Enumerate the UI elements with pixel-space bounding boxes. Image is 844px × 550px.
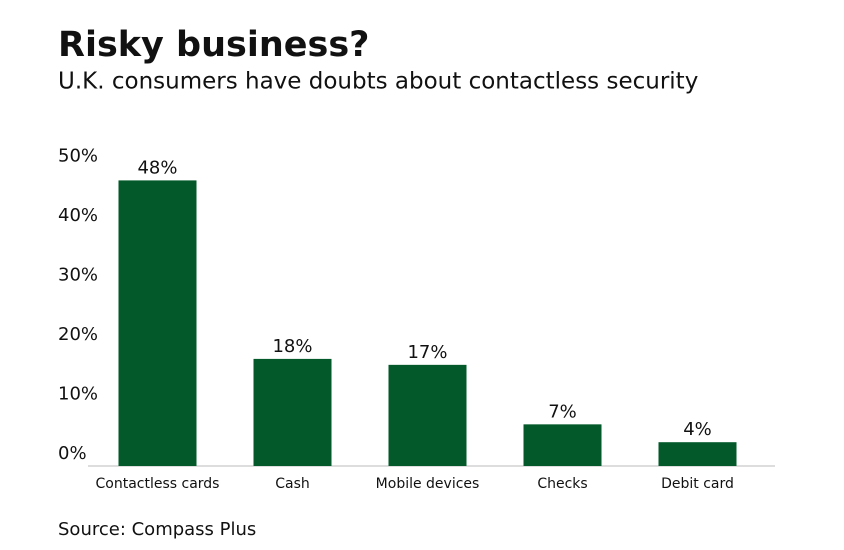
bar	[523, 424, 602, 466]
y-tick-label: 40%	[58, 205, 98, 226]
bar	[658, 442, 737, 466]
y-tick-label: 10%	[58, 384, 98, 405]
value-label: 4%	[683, 419, 712, 440]
value-label: 17%	[407, 342, 447, 363]
source: Source: Compass Plus	[58, 519, 256, 540]
value-label: 7%	[548, 401, 577, 422]
value-label: 18%	[272, 336, 312, 357]
bar	[253, 358, 332, 466]
y-tick-label: 30%	[58, 265, 98, 286]
x-tick-label: Mobile devices	[376, 476, 480, 492]
x-tick-label: Checks	[537, 476, 587, 492]
x-tick-label: Debit card	[661, 476, 734, 492]
value-label: 48%	[137, 157, 177, 178]
x-tick-label: Contactless cards	[96, 476, 220, 492]
bar	[388, 364, 467, 466]
x-tick-label: Cash	[275, 476, 310, 492]
chart-subtitle: U.K. consumers have doubts about contact…	[58, 69, 698, 95]
y-tick-label: 50%	[58, 146, 98, 167]
chart-title: Risky business?	[58, 25, 369, 65]
y-tick-label: 20%	[58, 324, 98, 345]
y-tick-label: 0%	[58, 443, 87, 464]
bar	[118, 180, 197, 466]
